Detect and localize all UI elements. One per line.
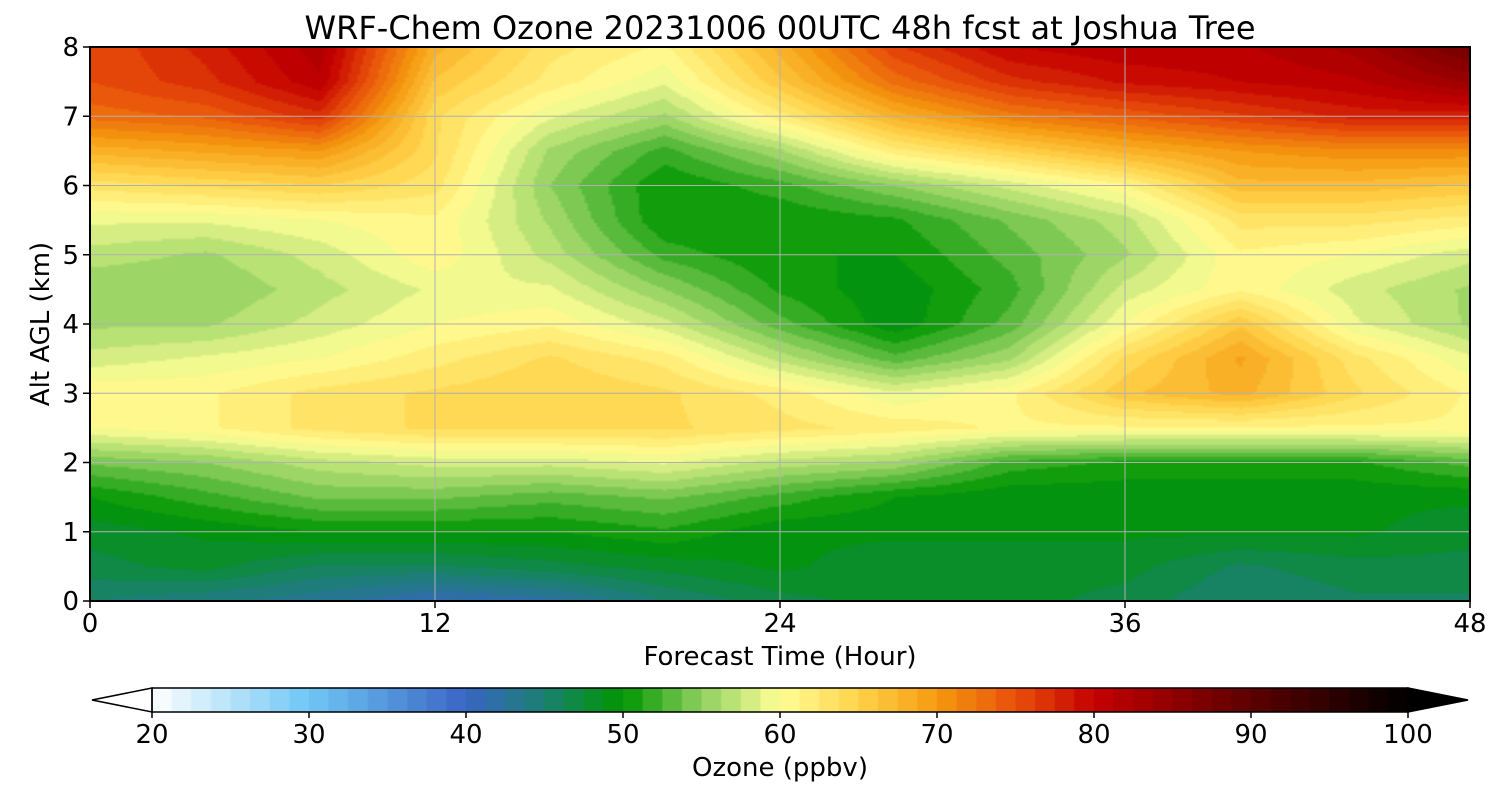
y-tick-label: 0 xyxy=(62,587,79,617)
x-tick-label: 0 xyxy=(82,609,99,639)
x-tick-label: 12 xyxy=(418,609,451,639)
y-tick-label: 6 xyxy=(62,172,79,202)
y-tick-label: 1 xyxy=(62,518,79,548)
x-tick-label: 48 xyxy=(1453,609,1486,639)
colorbar-tick-label: 20 xyxy=(135,720,168,750)
colorbar-tick-label: 100 xyxy=(1383,720,1433,750)
y-tick-label: 2 xyxy=(62,449,79,479)
y-tick-label: 5 xyxy=(62,241,79,271)
y-axis-ticks: 0 1 2 3 4 5 6 7 8 xyxy=(62,33,90,617)
colorbar-high-extension xyxy=(1407,687,1469,713)
colorbar-tick-label: 30 xyxy=(292,720,325,750)
colorbar-tick-label: 80 xyxy=(1077,720,1110,750)
colorbar: 20 30 40 50 60 70 80 90 100 Ozone (ppbv) xyxy=(91,687,1469,783)
y-tick-label: 7 xyxy=(62,102,79,132)
y-tick-label: 8 xyxy=(62,33,79,63)
y-tick-label: 3 xyxy=(62,379,79,409)
colorbar-label: Ozone (ppbv) xyxy=(692,753,868,783)
colorbar-tick-label: 70 xyxy=(920,720,953,750)
colorbar-tick-label: 40 xyxy=(449,720,482,750)
colorbar-gradient xyxy=(152,688,1408,712)
colorbar-low-extension xyxy=(91,687,153,713)
y-tick-label: 4 xyxy=(62,310,79,340)
x-axis-label: Forecast Time (Hour) xyxy=(643,642,916,672)
colorbar-tick-label: 90 xyxy=(1234,720,1267,750)
colorbar-tick-label: 50 xyxy=(606,720,639,750)
chart-title: WRF-Chem Ozone 20231006 00UTC 48h fcst a… xyxy=(304,9,1255,47)
x-tick-label: 24 xyxy=(763,609,796,639)
colorbar-ticks: 20 30 40 50 60 70 80 90 100 xyxy=(135,712,1433,750)
y-axis-label: Alt AGL (km) xyxy=(26,242,56,406)
x-axis-ticks: 0 12 24 36 48 xyxy=(82,601,1487,639)
colorbar-tick-label: 60 xyxy=(763,720,796,750)
x-tick-label: 36 xyxy=(1108,609,1141,639)
